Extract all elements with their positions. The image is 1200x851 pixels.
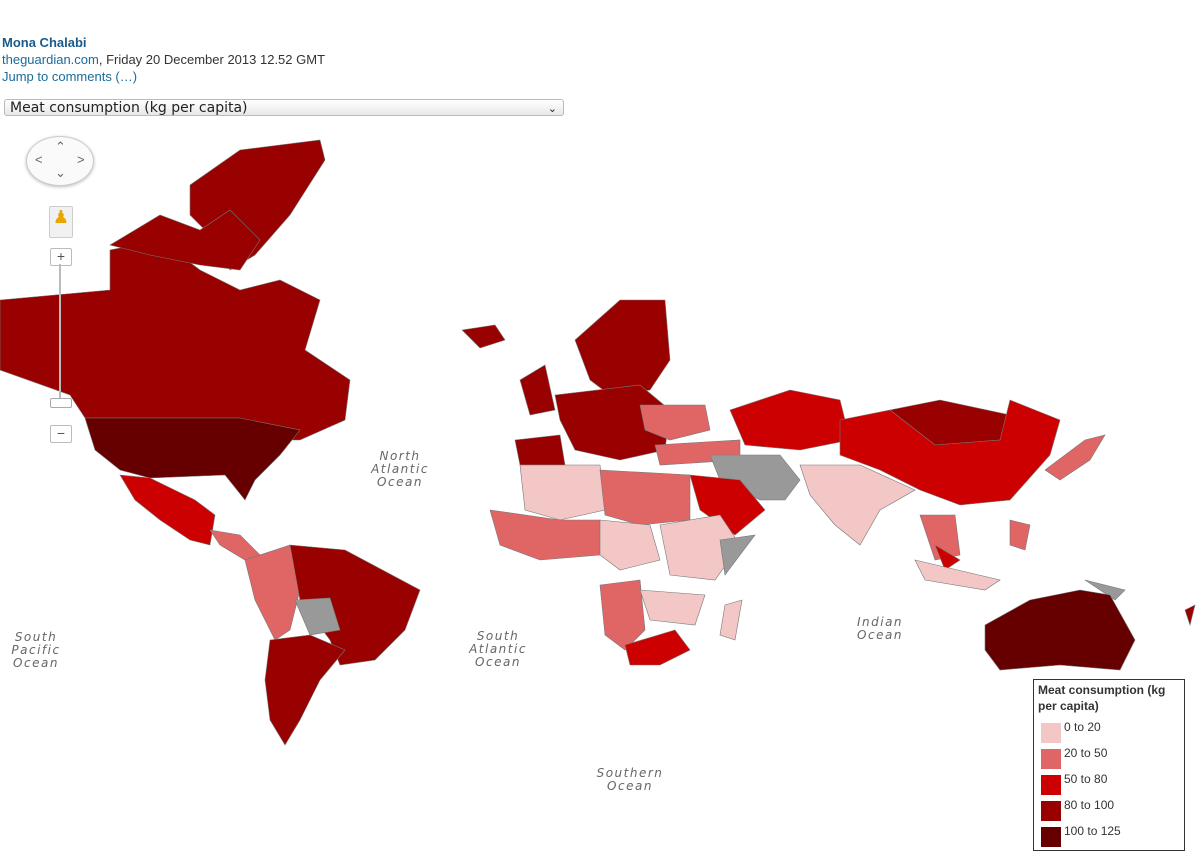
- country-bolivia[interactable]: [294, 597, 341, 636]
- country-japan[interactable]: [1044, 434, 1106, 481]
- legend-swatch: [1041, 827, 1061, 847]
- country-saudi[interactable]: [689, 474, 766, 536]
- country-colombia-peru[interactable]: [244, 544, 301, 641]
- country-russia-kazakh[interactable]: [729, 389, 851, 451]
- site-link[interactable]: theguardian.com: [2, 52, 99, 67]
- country-philippines[interactable]: [1009, 519, 1031, 551]
- country-canada[interactable]: [0, 239, 351, 441]
- country-iceland[interactable]: [461, 324, 506, 349]
- country-somalia[interactable]: [719, 534, 756, 576]
- country-central-africa[interactable]: [599, 519, 661, 571]
- country-argentina-chile[interactable]: [264, 634, 346, 746]
- country-mexico[interactable]: [119, 474, 216, 546]
- legend-label: 0 to 20: [1064, 720, 1101, 734]
- country-uk[interactable]: [519, 364, 556, 416]
- country-iberia[interactable]: [514, 434, 566, 466]
- legend-swatch: [1041, 723, 1061, 743]
- country-north-africa[interactable]: [519, 464, 606, 521]
- zoom-in-button[interactable]: +: [50, 248, 72, 266]
- legend-item: 80 to 100: [1041, 798, 1184, 824]
- zoom-slider-track[interactable]: [59, 264, 61, 404]
- legend-label: 20 to 50: [1064, 746, 1108, 760]
- dataset-select[interactable]: Meat consumption (kg per capita) ⌄: [4, 99, 564, 116]
- country-indonesia[interactable]: [914, 559, 1001, 591]
- ocean-label-south-pacific: South Pacific Ocean: [11, 630, 60, 670]
- byline: Mona Chalabi theguardian.com, Friday 20 …: [2, 34, 325, 85]
- legend-item: 50 to 80: [1041, 772, 1184, 798]
- map-legend: Meat consumption (kg per capita) 0 to 20…: [1033, 679, 1185, 851]
- ocean-label-north-atlantic: North Atlantic Ocean: [370, 449, 429, 489]
- country-scandinavia[interactable]: [574, 299, 671, 396]
- country-se-asia[interactable]: [919, 514, 961, 561]
- legend-swatch: [1041, 749, 1061, 769]
- country-southern-africa-e[interactable]: [639, 589, 706, 626]
- dataset-select-value: Meat consumption (kg per capita): [10, 100, 248, 116]
- country-india[interactable]: [799, 464, 916, 546]
- country-china[interactable]: [839, 399, 1061, 506]
- country-usa[interactable]: [84, 417, 301, 501]
- legend-swatch: [1041, 801, 1061, 821]
- country-south-africa[interactable]: [624, 629, 691, 666]
- world-map[interactable]: North Atlantic Ocean South Atlantic Ocean So…: [0, 118, 1200, 846]
- legend-item: 100 to 125: [1041, 824, 1184, 850]
- country-eastern-europe[interactable]: [639, 404, 711, 441]
- ocean-label-south-atlantic: South Atlantic Ocean: [468, 629, 527, 669]
- author-link[interactable]: Mona Chalabi: [2, 35, 87, 50]
- zoom-slider-handle[interactable]: [50, 398, 72, 408]
- street-view-pegman-icon[interactable]: ♟: [49, 206, 73, 238]
- country-australia[interactable]: [984, 589, 1136, 671]
- pan-control[interactable]: ⌃ ⌄ < >: [26, 136, 94, 186]
- zoom-out-button[interactable]: −: [50, 425, 72, 443]
- legend-swatch: [1041, 775, 1061, 795]
- ocean-label-indian: Indian Ocean: [857, 615, 903, 642]
- country-canada-islands[interactable]: [109, 209, 261, 271]
- country-new-zealand[interactable]: [1184, 604, 1196, 627]
- country-west-africa[interactable]: [489, 509, 601, 561]
- country-southern-africa-w[interactable]: [599, 579, 646, 651]
- legend-title: Meat consumption (kg per capita): [1038, 683, 1166, 713]
- legend-item: 0 to 20: [1041, 720, 1184, 746]
- ocean-label-southern: Southern Ocean: [597, 766, 664, 793]
- jump-to-comments-link[interactable]: Jump to comments (…): [2, 69, 138, 84]
- country-central-america[interactable]: [209, 529, 261, 561]
- country-madagascar[interactable]: [719, 599, 743, 641]
- legend-label: 50 to 80: [1064, 772, 1108, 786]
- legend-label: 100 to 125: [1064, 824, 1121, 838]
- legend-item: 20 to 50: [1041, 746, 1184, 772]
- chevron-down-icon: ⌄: [547, 102, 557, 115]
- country-malaysia[interactable]: [934, 544, 961, 571]
- country-western-europe[interactable]: [554, 384, 671, 461]
- country-png[interactable]: [1084, 579, 1126, 601]
- country-north-africa-e[interactable]: [599, 469, 691, 526]
- legend-label: 80 to 100: [1064, 798, 1115, 812]
- publish-date: , Friday 20 December 2013 12.52 GMT: [98, 52, 326, 67]
